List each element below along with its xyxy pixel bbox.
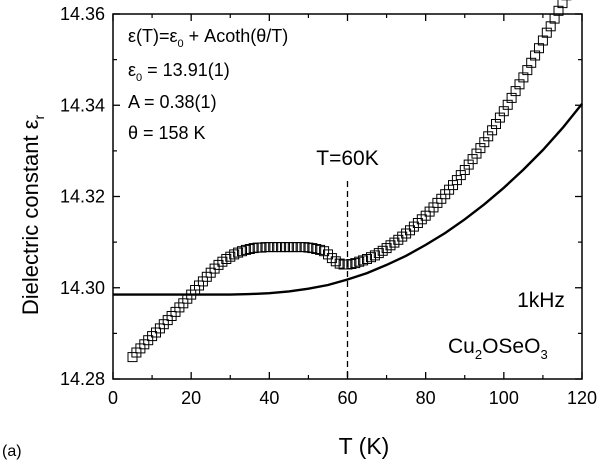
y-axis-label: Dielectric constant εr bbox=[18, 115, 47, 316]
data-point bbox=[467, 154, 478, 165]
data-marks bbox=[113, 0, 583, 363]
data-point bbox=[405, 225, 415, 236]
data-point bbox=[377, 245, 388, 256]
fit-param-line-part: A = 0.38(1) bbox=[128, 92, 217, 112]
data-point bbox=[350, 258, 361, 269]
data-point bbox=[530, 50, 541, 61]
data-point bbox=[487, 125, 498, 136]
data-point bbox=[518, 72, 529, 83]
data-point bbox=[522, 65, 533, 76]
data-point bbox=[319, 246, 330, 257]
y-tick-label: 14.34 bbox=[60, 95, 105, 115]
data-point bbox=[240, 244, 251, 255]
data-point bbox=[323, 249, 333, 260]
marker-line-label: T=60K bbox=[316, 147, 378, 170]
data-point bbox=[330, 256, 341, 267]
data-point bbox=[549, 13, 560, 24]
data-point bbox=[502, 99, 513, 110]
data-point bbox=[209, 263, 220, 274]
fit-param-line-part: θ = 158 K bbox=[128, 123, 206, 143]
data-point bbox=[416, 214, 427, 225]
data-point bbox=[510, 86, 521, 97]
data-point bbox=[475, 143, 486, 154]
data-point bbox=[311, 244, 322, 254]
data-point bbox=[397, 231, 408, 242]
data-point bbox=[389, 237, 400, 248]
data-point bbox=[537, 35, 548, 46]
fit-param-line: ε(T)=ε0 + Acoth(θ/T) bbox=[128, 26, 288, 50]
data-point bbox=[233, 247, 244, 258]
data-point bbox=[385, 240, 396, 251]
data-point bbox=[479, 137, 490, 148]
svg-text:Dielectric constant εr: Dielectric constant εr bbox=[18, 115, 47, 316]
fit-param-line-part: ε bbox=[128, 60, 136, 80]
x-tick-label: 80 bbox=[416, 388, 436, 408]
y-axis-label-main: Dielectric constant ε bbox=[18, 119, 43, 315]
data-point bbox=[307, 243, 318, 254]
data-point bbox=[393, 234, 404, 245]
fit-param-line: A = 0.38(1) bbox=[128, 92, 217, 112]
compound-label-part: OSeO bbox=[482, 335, 540, 358]
data-point bbox=[213, 259, 224, 270]
data-point bbox=[459, 165, 470, 175]
data-point bbox=[147, 331, 158, 342]
x-axis-label: T (K) bbox=[339, 433, 390, 459]
data-point bbox=[534, 43, 544, 54]
fit-param-line-part: ε(T)=ε bbox=[128, 26, 178, 46]
fit-param-line: ε0 = 13.91(1) bbox=[128, 60, 230, 84]
x-tick-label: 120 bbox=[567, 388, 597, 408]
data-point bbox=[545, 21, 556, 32]
data-point bbox=[358, 255, 369, 266]
data-point bbox=[494, 112, 505, 123]
data-point bbox=[483, 131, 494, 142]
data-point bbox=[244, 244, 255, 254]
y-tick-label: 14.32 bbox=[60, 187, 105, 207]
compound-label-part: 2 bbox=[475, 347, 482, 362]
fit-param-line-part: + Acoth(θ/T) bbox=[184, 26, 289, 46]
data-point bbox=[498, 106, 509, 117]
fit-param-line: θ = 158 K bbox=[128, 123, 206, 143]
fit-param-line-part: 0 bbox=[136, 72, 142, 84]
panel-label: (a) bbox=[2, 443, 22, 460]
data-point bbox=[229, 249, 240, 260]
data-point bbox=[354, 256, 365, 267]
data-point bbox=[237, 246, 247, 257]
fit-param-line-part: = 13.91(1) bbox=[142, 60, 230, 80]
data-point bbox=[334, 258, 345, 269]
data-point bbox=[381, 243, 392, 254]
data-point bbox=[326, 253, 337, 264]
x-tick-label: 40 bbox=[259, 388, 279, 408]
y-tick-label: 14.28 bbox=[60, 369, 105, 389]
y-axis-label-sub: r bbox=[31, 115, 47, 120]
data-point bbox=[514, 79, 525, 90]
data-point bbox=[401, 228, 412, 239]
fit-param-line-part: 0 bbox=[178, 38, 184, 50]
data-point bbox=[557, 0, 568, 9]
data-point bbox=[541, 27, 552, 38]
x-tick-label: 100 bbox=[489, 388, 519, 408]
x-tick-label: 0 bbox=[108, 388, 118, 408]
compound-label-part: Cu bbox=[448, 335, 475, 358]
data-point bbox=[471, 148, 482, 159]
data-point bbox=[506, 92, 517, 103]
compound-label: Cu2OSeO3 bbox=[448, 335, 548, 362]
y-tick-label: 14.30 bbox=[60, 278, 105, 298]
data-point bbox=[412, 218, 423, 228]
data-point bbox=[491, 119, 501, 129]
data-point bbox=[526, 57, 537, 68]
x-tick-label: 20 bbox=[181, 388, 201, 408]
frequency-label: 1kHz bbox=[517, 289, 565, 312]
data-point bbox=[463, 159, 474, 170]
compound-label-part: 3 bbox=[540, 347, 547, 362]
x-tick-label: 60 bbox=[337, 388, 357, 408]
y-tick-label: 14.36 bbox=[60, 4, 105, 24]
